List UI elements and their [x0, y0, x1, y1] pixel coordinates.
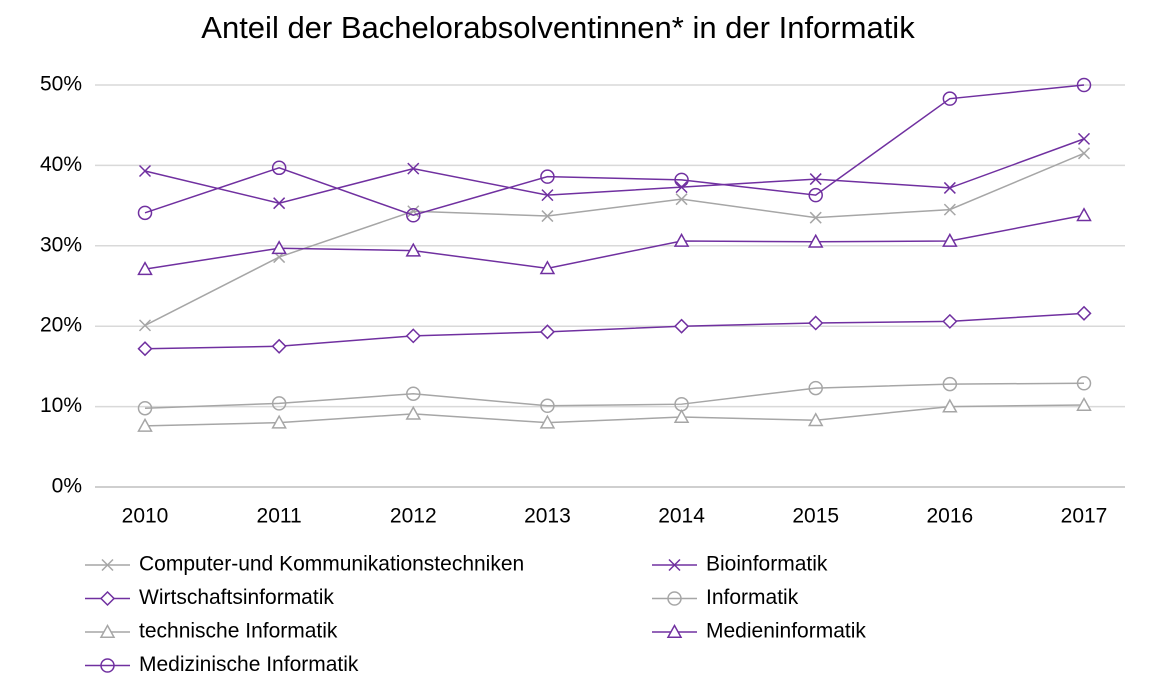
marker — [137, 400, 153, 416]
legend-label: Informatik — [706, 586, 799, 609]
marker — [539, 324, 555, 340]
marker — [1076, 396, 1092, 411]
marker — [137, 261, 153, 276]
series-line — [144, 404, 1085, 427]
marker — [808, 187, 823, 203]
marker — [1076, 207, 1092, 222]
x-tick-label: 2013 — [524, 505, 571, 528]
marker — [541, 210, 554, 223]
series-line — [144, 312, 1085, 350]
marker — [99, 623, 116, 638]
marker — [406, 386, 421, 401]
marker — [942, 398, 958, 413]
marker — [540, 169, 555, 184]
y-tick-label: 0% — [52, 475, 82, 498]
marker — [943, 203, 956, 216]
y-tick-label: 30% — [40, 233, 82, 256]
marker — [807, 233, 824, 248]
marker — [405, 242, 422, 257]
marker — [138, 319, 152, 332]
marker — [273, 197, 286, 210]
marker — [406, 207, 421, 223]
series-line — [144, 84, 1085, 217]
x-tick-label: 2011 — [257, 505, 302, 528]
x-tick-label: 2012 — [390, 505, 437, 528]
y-tick-label: 10% — [40, 394, 82, 417]
marker — [271, 338, 287, 354]
series-line — [144, 382, 1085, 409]
marker — [942, 376, 958, 392]
marker — [1076, 77, 1092, 93]
y-tick-label: 20% — [40, 314, 82, 337]
marker — [405, 328, 421, 344]
marker — [99, 590, 116, 607]
marker — [405, 405, 422, 420]
x-tick-label: 2014 — [658, 505, 705, 528]
marker — [674, 172, 689, 188]
x-tick-label: 2016 — [926, 505, 973, 528]
marker — [1077, 147, 1091, 160]
y-tick-label: 40% — [40, 153, 82, 176]
legend-label: technische Informatik — [139, 620, 338, 643]
x-tick-label: 2015 — [792, 505, 839, 528]
x-tick-label: 2010 — [122, 505, 169, 528]
marker — [407, 162, 420, 175]
marker — [942, 232, 958, 247]
marker — [809, 173, 822, 186]
marker — [673, 409, 690, 424]
marker — [1077, 132, 1091, 145]
legend-label: Medieninformatik — [706, 620, 866, 643]
marker — [137, 341, 153, 357]
marker — [1076, 376, 1092, 391]
marker — [808, 380, 823, 396]
marker — [271, 240, 287, 255]
marker — [942, 91, 958, 106]
marker — [137, 417, 153, 432]
marker — [942, 313, 958, 329]
marker — [674, 318, 690, 334]
y-tick-label: 50% — [40, 73, 82, 96]
marker — [807, 412, 824, 427]
marker — [271, 396, 287, 411]
marker — [809, 211, 822, 224]
chart-title: Anteil der Bachelorabsolventinnen* in de… — [201, 10, 915, 45]
marker — [271, 414, 287, 429]
marker — [540, 398, 555, 414]
marker — [808, 315, 824, 331]
marker — [1076, 305, 1092, 321]
marker — [675, 193, 688, 206]
legend-label: Computer-und Kommunikationstechniken — [139, 553, 524, 576]
marker — [101, 558, 114, 572]
marker — [667, 591, 682, 606]
legend-label: Bioinformatik — [706, 553, 828, 576]
marker — [668, 558, 681, 572]
x-tick-label: 2017 — [1061, 505, 1108, 528]
series-line — [144, 152, 1085, 327]
marker — [539, 260, 556, 275]
marker — [943, 181, 956, 194]
marker — [666, 623, 683, 638]
legend-label: Medizinische Informatik — [139, 653, 359, 675]
marker — [539, 414, 556, 429]
series-line — [144, 214, 1085, 270]
marker — [137, 205, 153, 221]
marker — [541, 189, 554, 202]
marker — [100, 658, 115, 673]
marker — [138, 164, 152, 178]
series-line — [144, 138, 1085, 204]
legend-label: Wirtschaftsinformatik — [139, 586, 334, 609]
marker — [271, 160, 287, 176]
marker — [673, 232, 690, 247]
